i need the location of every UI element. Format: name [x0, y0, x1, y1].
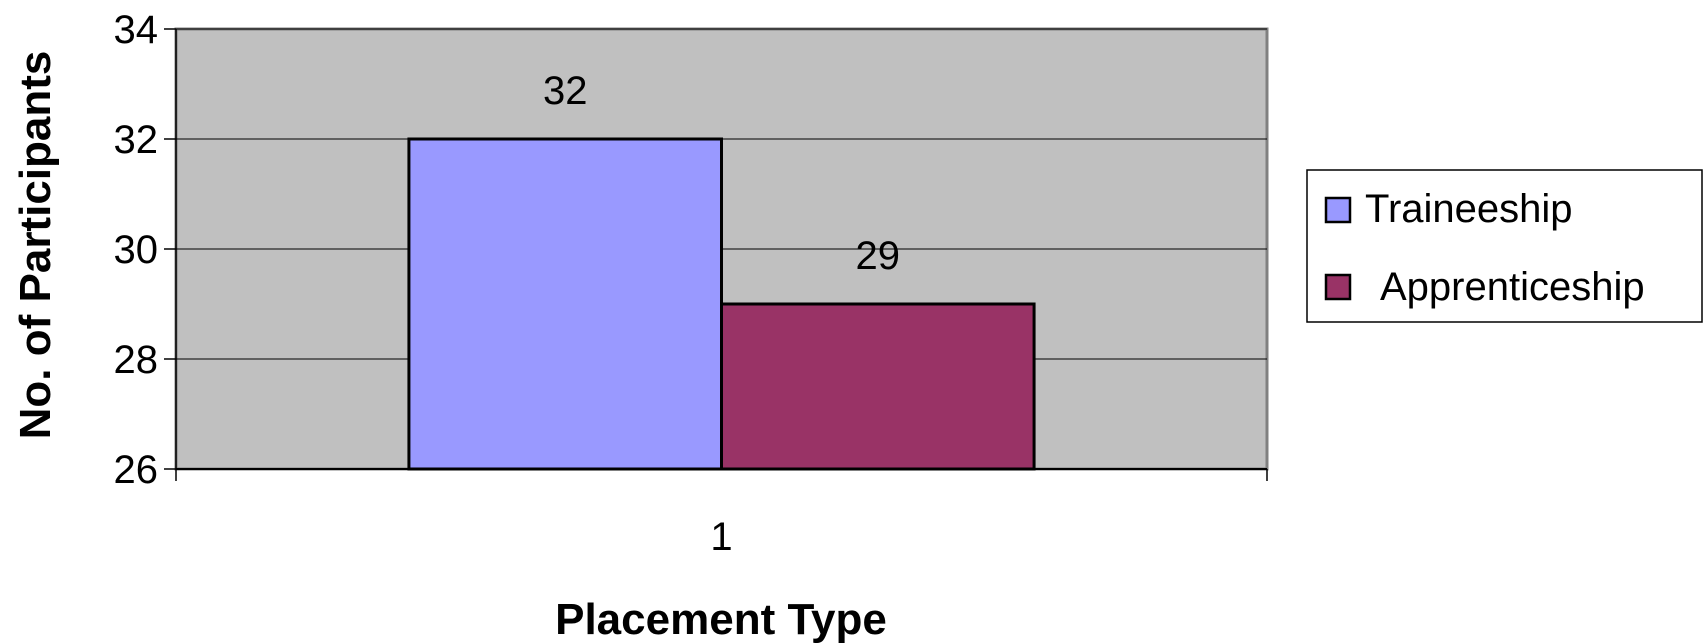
data-labels: 32 29: [543, 69, 900, 278]
y-tick-label-28: 28: [114, 338, 159, 382]
legend-box: [1306, 169, 1703, 323]
y-tick-label-32: 32: [114, 118, 159, 162]
legend-label-apprenticeship: Apprenticeship: [1380, 265, 1645, 309]
y-axis-title: No. of Participants: [11, 51, 60, 440]
bar-apprenticeship: [720, 302, 1036, 471]
x-axis-title: Placement Type: [555, 595, 887, 643]
y-tick-label-30: 30: [114, 228, 159, 272]
data-label-traineeship: 32: [543, 69, 588, 113]
legend-swatch-traineeship: [1324, 196, 1352, 224]
y-tick-label-34: 34: [114, 8, 159, 52]
y-tick-label-26: 26: [114, 448, 159, 492]
x-tick-label-0: 1: [710, 515, 732, 559]
legend-label-traineeship: Traineeship: [1365, 187, 1573, 231]
legend-swatch-apprenticeship: [1324, 273, 1352, 301]
axes: 26 28 30 32 34 1: [114, 8, 1268, 559]
data-label-apprenticeship: 29: [856, 234, 901, 278]
bar-traineeship: [407, 137, 723, 471]
legend: Traineeship Apprenticeship: [1306, 169, 1703, 323]
